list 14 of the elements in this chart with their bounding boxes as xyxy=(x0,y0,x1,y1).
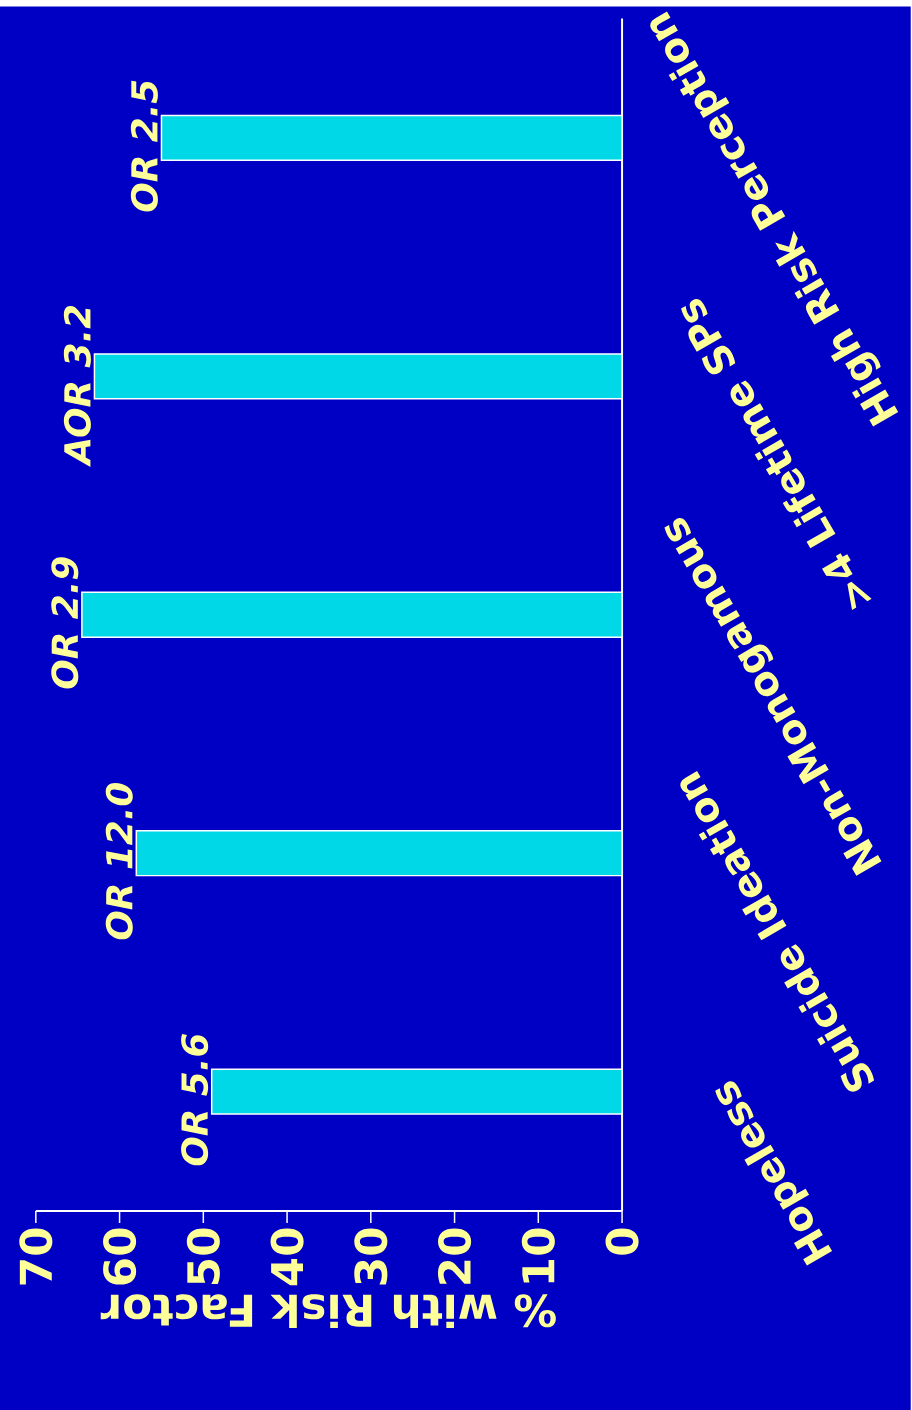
annotation: OR 2.5 xyxy=(130,80,158,212)
x-tick-label: 0 xyxy=(605,1228,639,1255)
annotation: OR 12.0 xyxy=(105,783,133,940)
annotation: AOR 3.2 xyxy=(63,305,91,467)
x-tick-label: 30 xyxy=(354,1228,388,1285)
annotation: OR 2.9 xyxy=(51,557,79,689)
annotation: OR 5.6 xyxy=(181,1033,209,1166)
x-tick-label: 70 xyxy=(19,1228,53,1285)
x-tick-label: 40 xyxy=(270,1228,304,1286)
x-tick-label: 20 xyxy=(438,1228,472,1284)
x-tick-label: 50 xyxy=(186,1228,220,1284)
x-axis-title: % with Risk Factor xyxy=(100,1294,556,1329)
x-tick-label: 60 xyxy=(103,1228,137,1285)
x-tick-label: 10 xyxy=(521,1228,555,1283)
